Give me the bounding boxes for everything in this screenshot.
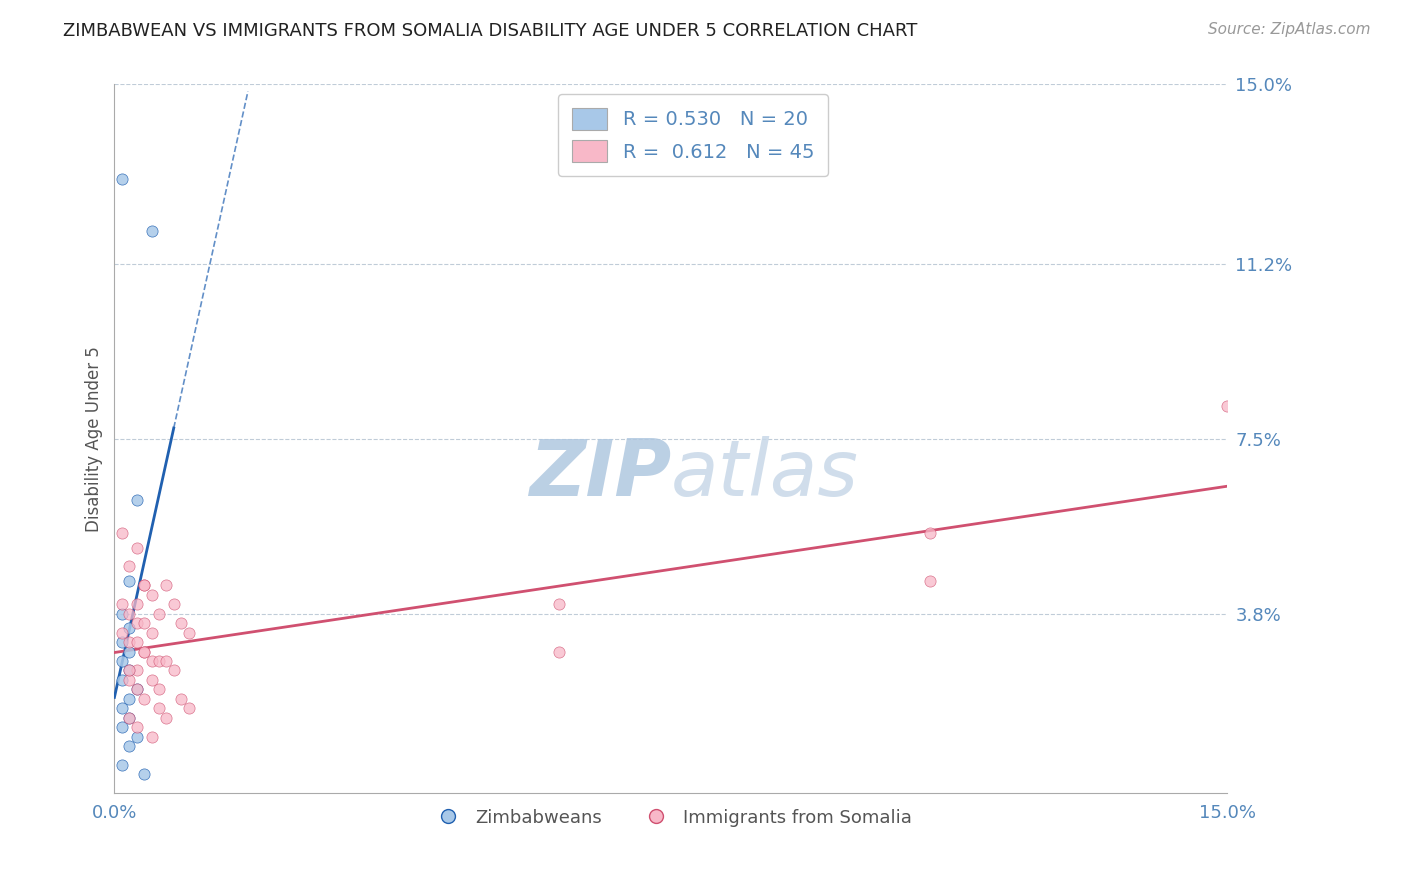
Point	[111, 701, 134, 715]
Point	[132, 616, 155, 631]
Point	[141, 588, 163, 602]
Legend: Zimbabweans, Immigrants from Somalia: Zimbabweans, Immigrants from Somalia	[423, 802, 920, 834]
Text: ZIP: ZIP	[529, 436, 671, 512]
Point	[118, 635, 141, 649]
Point	[155, 578, 177, 592]
Point	[125, 720, 148, 734]
Point	[125, 730, 148, 744]
Point	[125, 541, 148, 555]
Point	[125, 682, 148, 697]
Point	[118, 664, 141, 678]
Point	[1216, 399, 1239, 413]
Point	[548, 644, 571, 658]
Point	[155, 711, 177, 725]
Point	[148, 701, 170, 715]
Point	[118, 711, 141, 725]
Point	[125, 597, 148, 611]
Point	[125, 493, 148, 508]
Point	[111, 625, 134, 640]
Point	[118, 574, 141, 588]
Point	[132, 767, 155, 781]
Point	[148, 607, 170, 621]
Point	[111, 607, 134, 621]
Point	[163, 664, 186, 678]
Point	[141, 625, 163, 640]
Point	[118, 673, 141, 687]
Point	[111, 758, 134, 772]
Point	[163, 597, 186, 611]
Point	[920, 526, 942, 541]
Point	[125, 616, 148, 631]
Point	[141, 654, 163, 668]
Point	[920, 574, 942, 588]
Point	[118, 621, 141, 635]
Point	[125, 682, 148, 697]
Point	[548, 597, 571, 611]
Point	[118, 644, 141, 658]
Text: atlas: atlas	[671, 436, 859, 512]
Point	[118, 664, 141, 678]
Point	[132, 644, 155, 658]
Point	[111, 526, 134, 541]
Text: ZIMBABWEAN VS IMMIGRANTS FROM SOMALIA DISABILITY AGE UNDER 5 CORRELATION CHART: ZIMBABWEAN VS IMMIGRANTS FROM SOMALIA DI…	[63, 22, 918, 40]
Text: Source: ZipAtlas.com: Source: ZipAtlas.com	[1208, 22, 1371, 37]
Point	[155, 654, 177, 668]
Point	[141, 224, 163, 238]
Point	[111, 720, 134, 734]
Point	[132, 578, 155, 592]
Point	[177, 625, 200, 640]
Point	[170, 691, 193, 706]
Point	[141, 730, 163, 744]
Point	[111, 673, 134, 687]
Point	[118, 739, 141, 753]
Point	[118, 711, 141, 725]
Point	[170, 616, 193, 631]
Point	[148, 654, 170, 668]
Point	[125, 635, 148, 649]
Point	[118, 559, 141, 574]
Point	[118, 607, 141, 621]
Point	[177, 701, 200, 715]
Point	[111, 635, 134, 649]
Point	[132, 691, 155, 706]
Point	[111, 654, 134, 668]
Point	[132, 578, 155, 592]
Point	[132, 644, 155, 658]
Y-axis label: Disability Age Under 5: Disability Age Under 5	[86, 346, 103, 532]
Point	[118, 691, 141, 706]
Point	[148, 682, 170, 697]
Point	[111, 172, 134, 186]
Point	[125, 664, 148, 678]
Point	[141, 673, 163, 687]
Point	[111, 597, 134, 611]
